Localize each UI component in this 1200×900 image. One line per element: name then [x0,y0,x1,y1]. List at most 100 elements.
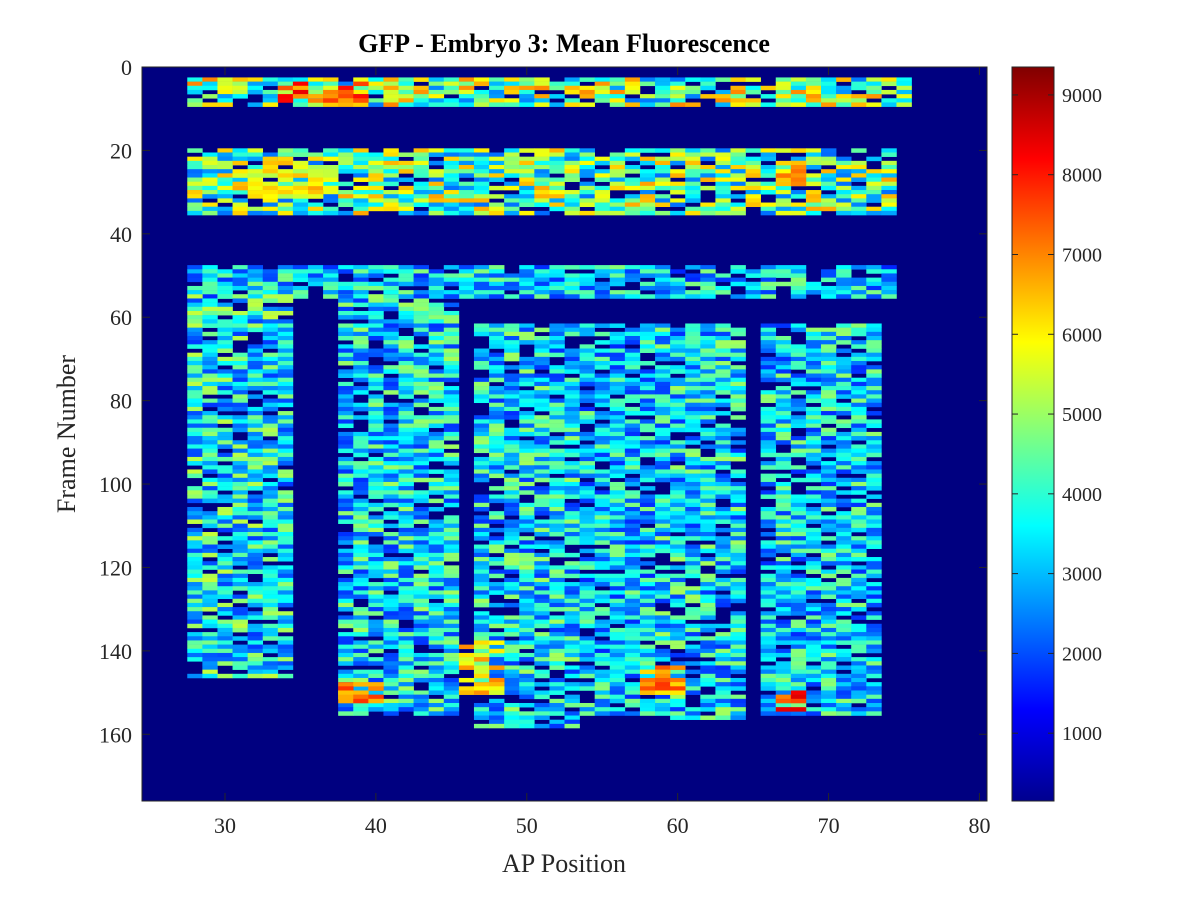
heatmap-cell [307,277,324,283]
heatmap-cell [217,523,233,529]
heatmap-cell [655,277,671,283]
heatmap-cell [338,477,354,483]
heatmap-cell [247,502,264,508]
heatmap-cell [489,81,505,87]
heatmap-cell [368,202,384,208]
heatmap-cell [624,85,641,91]
heatmap-cell [594,548,611,554]
heatmap-cell [398,652,414,658]
heatmap-cell [368,352,384,358]
heatmap-cell [534,102,550,107]
heatmap-cell [851,431,867,437]
heatmap-cell [217,582,233,587]
heatmap-cell [655,160,671,166]
heatmap-cell [262,448,279,454]
heatmap-cell [609,511,626,516]
heatmap-cell [715,390,731,395]
heatmap-cell [338,160,354,166]
heatmap-cell [821,586,837,591]
heatmap-cell [715,177,731,182]
heatmap-cell [790,644,807,650]
heatmap-cell [821,607,837,612]
heatmap-cell [277,185,294,191]
heatmap-cell [458,269,475,274]
heatmap-cell [473,636,490,641]
heatmap-cell [443,619,460,625]
heatmap-cell [639,598,656,604]
heatmap-cell [549,711,565,716]
heatmap-cell [443,557,460,562]
heatmap-cell [594,702,611,708]
heatmap-cell [609,644,626,650]
heatmap-cell [670,490,686,495]
heatmap-cell [685,411,701,416]
heatmap-cell [247,377,264,383]
heatmap-cell [775,356,792,362]
heatmap-cell [413,711,429,716]
heatmap-cell [232,398,248,404]
heatmap-cell [579,436,595,441]
heatmap-cell [790,448,807,454]
heatmap-cell [564,573,580,579]
heatmap-cell [564,406,580,412]
heatmap-cell [579,390,595,395]
heatmap-cell [338,419,354,424]
heatmap-cell [353,148,369,153]
heatmap-cell [473,181,490,187]
heatmap-cell [202,590,218,595]
heatmap-cell [353,377,369,383]
heatmap-cell [700,544,716,549]
heatmap-cell [775,102,792,107]
heatmap-cell [262,398,279,404]
heatmap-cell [277,160,294,166]
heatmap-cell [775,602,792,608]
heatmap-cell [443,594,460,600]
heatmap-cell [473,569,490,575]
heatmap-cell [247,673,264,679]
heatmap-cell [805,344,822,349]
heatmap-cell [368,265,384,270]
heatmap-cell [851,411,867,416]
heatmap-cell [715,89,731,95]
heatmap-cell [594,361,611,366]
heatmap-cell [307,177,324,182]
heatmap-cell [277,523,294,529]
heatmap-cell [353,160,369,166]
heatmap-cell [398,490,414,495]
heatmap-cell [609,557,626,562]
heatmap-cell [428,285,445,291]
heatmap-cell [338,81,354,87]
heatmap-cell [760,431,777,437]
heatmap-cell [277,194,294,199]
heatmap-cell [685,177,701,182]
heatmap-cell [836,536,852,541]
heatmap-cell [639,340,656,345]
heatmap-cell [232,148,248,153]
heatmap-cell [368,394,384,399]
heatmap-cell [594,669,611,675]
heatmap-cell [277,210,294,216]
heatmap-cell [368,532,384,537]
heatmap-cell [398,194,414,199]
heatmap-cell [383,381,399,387]
heatmap-cell [232,636,248,641]
heatmap-cell [609,269,626,274]
heatmap-cell [413,669,429,675]
heatmap-cell [277,381,294,387]
heatmap-cell [730,494,746,499]
heatmap-cell [232,544,248,549]
heatmap-cell [670,548,686,554]
heatmap-cell [549,636,565,641]
heatmap-cell [413,677,429,683]
heatmap-cell [489,548,505,554]
heatmap-cell [670,390,686,395]
heatmap-cell [579,185,595,191]
heatmap-cell [413,356,429,362]
heatmap-cell [836,702,852,708]
heatmap-cell [232,652,248,658]
heatmap-cell [670,686,686,691]
heatmap-cell [775,502,792,508]
heatmap-cell [187,327,203,333]
heatmap-cell [428,711,445,716]
heatmap-cell [232,206,248,212]
